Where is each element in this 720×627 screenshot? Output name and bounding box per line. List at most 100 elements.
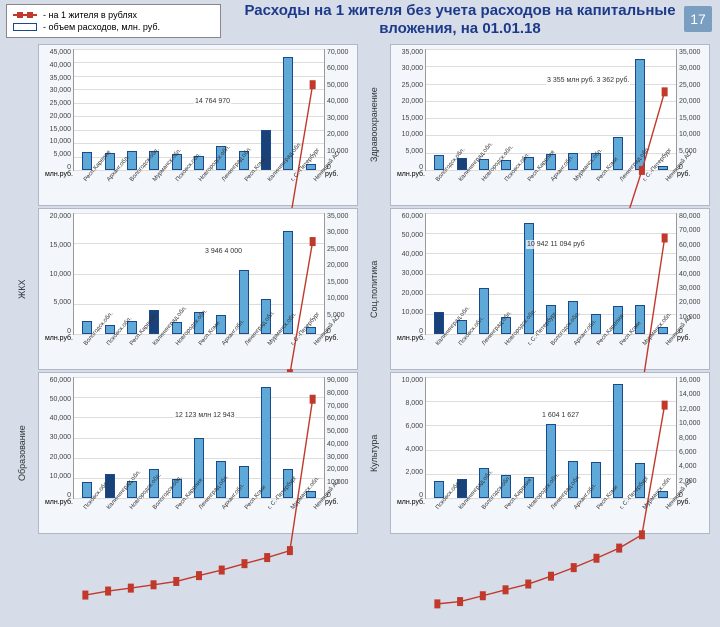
y-tick-right: 70,000 bbox=[327, 49, 348, 56]
y-tick-left: 25,000 bbox=[402, 82, 423, 89]
y-tick-left: 10,000 bbox=[50, 473, 71, 480]
callout: 14 764 970 bbox=[194, 97, 231, 106]
y-tick-right: 10,000 bbox=[679, 420, 700, 427]
y-tick-right: 12,000 bbox=[679, 406, 700, 413]
chart-panel: 60,00050,00040,00030,00020,00010,000010 … bbox=[390, 208, 710, 370]
y-tick-left: 2,000 bbox=[405, 469, 423, 476]
x-labels: Вологодск.обл.Псковск.обл.Респ.КарелияКа… bbox=[73, 335, 325, 367]
y-tick-right: 35,000 bbox=[327, 213, 348, 220]
bar bbox=[613, 384, 623, 498]
y-tick-left: 50,000 bbox=[402, 232, 423, 239]
y-tick-right: 80,000 bbox=[679, 213, 700, 220]
y-tick-left: 50,000 bbox=[50, 396, 71, 403]
y-tick-left: 40,000 bbox=[50, 415, 71, 422]
y-tick-right: 20,000 bbox=[679, 299, 700, 306]
legend-bar-label: - объем расходов, млн. руб. bbox=[43, 22, 160, 32]
y-tick-right: 40,000 bbox=[327, 98, 348, 105]
y-tick-left: 15,000 bbox=[50, 126, 71, 133]
y-tick-left: 30,000 bbox=[402, 270, 423, 277]
y-axis-left: 45,00040,00035,00030,00025,00020,00015,0… bbox=[43, 49, 73, 171]
legend-bar-row: - объем расходов, млн. руб. bbox=[13, 22, 214, 32]
chart-panel: 10,0008,0006,0004,0002,00001 604 1 62716… bbox=[390, 372, 710, 534]
y-tick-right: 60,000 bbox=[679, 242, 700, 249]
y-tick-right: 10,000 bbox=[327, 295, 348, 302]
y-tick-right: 70,000 bbox=[679, 227, 700, 234]
y-tick-left: 10,000 bbox=[402, 131, 423, 138]
y-tick-left: 6,000 bbox=[405, 423, 423, 430]
row-label bbox=[10, 44, 34, 206]
y-tick-left: 30,000 bbox=[50, 434, 71, 441]
row-label: Культура bbox=[362, 372, 386, 534]
y-tick-left: 10,000 bbox=[402, 309, 423, 316]
chart-panel: 45,00040,00035,00030,00025,00020,00015,0… bbox=[38, 44, 358, 206]
y-tick-right: 30,000 bbox=[327, 115, 348, 122]
y-tick-right: 50,000 bbox=[327, 82, 348, 89]
y-tick-left: 4,000 bbox=[405, 446, 423, 453]
chart-panel: 60,00050,00040,00030,00020,00010,000012 … bbox=[38, 372, 358, 534]
axis-caption-left: млн.руб. bbox=[395, 335, 425, 367]
y-tick-right: 30,000 bbox=[327, 454, 348, 461]
y-tick-right: 25,000 bbox=[679, 82, 700, 89]
y-tick-right: 4,000 bbox=[679, 463, 697, 470]
legend-line-label: - на 1 жителя в рублях bbox=[43, 10, 137, 20]
callout: 3 355 млн руб. 3 362 руб. bbox=[546, 76, 630, 85]
x-labels: Респ.КарелияАрханг.обл.Вологодск.обл.Мур… bbox=[73, 171, 325, 203]
y-tick-right: 30,000 bbox=[679, 285, 700, 292]
axis-caption-left: млн.руб. bbox=[395, 171, 425, 203]
y-tick-left: 20,000 bbox=[402, 290, 423, 297]
y-tick-right: 20,000 bbox=[327, 466, 348, 473]
chart-grid: 45,00040,00035,00030,00025,00020,00015,0… bbox=[0, 40, 720, 538]
y-tick-right: 8,000 bbox=[679, 435, 697, 442]
y-tick-right: 14,000 bbox=[679, 391, 700, 398]
x-axis-row: млн.руб.Респ.КарелияАрханг.обл.Вологодск… bbox=[43, 171, 353, 203]
y-tick-right: 35,000 bbox=[679, 49, 700, 56]
y-tick-right: 40,000 bbox=[679, 271, 700, 278]
bar bbox=[261, 387, 271, 498]
y-tick-right: 16,000 bbox=[679, 377, 700, 384]
y-tick-left: 0 bbox=[419, 492, 423, 499]
x-labels: Псковск.обл.Калининград.обл.Вологодск.об… bbox=[425, 499, 677, 531]
y-tick-right: 90,000 bbox=[327, 377, 348, 384]
legend: - на 1 жителя в рублях - объем расходов,… bbox=[6, 4, 221, 38]
y-tick-left: 35,000 bbox=[50, 75, 71, 82]
y-tick-left: 60,000 bbox=[402, 213, 423, 220]
bar bbox=[82, 482, 92, 498]
legend-line-row: - на 1 жителя в рублях bbox=[13, 10, 214, 20]
y-tick-left: 30,000 bbox=[50, 87, 71, 94]
chart-panel: 35,00030,00025,00020,00015,00010,0005,00… bbox=[390, 44, 710, 206]
bar bbox=[434, 481, 444, 498]
x-axis-row: млн.руб.Калининград.обл.Псковск.обл.Лени… bbox=[395, 335, 705, 367]
row-label: Образование bbox=[10, 372, 34, 534]
y-tick-left: 5,000 bbox=[53, 299, 71, 306]
y-tick-right: 25,000 bbox=[327, 246, 348, 253]
bar bbox=[434, 312, 444, 334]
y-tick-right: 15,000 bbox=[679, 115, 700, 122]
y-axis-left: 20,00015,00010,0005,0000 bbox=[43, 213, 73, 335]
y-tick-left: 35,000 bbox=[402, 49, 423, 56]
y-axis-left: 60,00050,00040,00030,00020,00010,0000 bbox=[43, 377, 73, 499]
y-tick-left: 0 bbox=[67, 492, 71, 499]
y-tick-left: 20,000 bbox=[50, 454, 71, 461]
y-tick-left: 0 bbox=[67, 164, 71, 171]
y-tick-left: 30,000 bbox=[402, 65, 423, 72]
legend-line-swatch bbox=[13, 14, 37, 16]
y-tick-right: 30,000 bbox=[327, 229, 348, 236]
bar bbox=[82, 152, 92, 170]
y-tick-right: 70,000 bbox=[327, 403, 348, 410]
y-tick-left: 10,000 bbox=[402, 377, 423, 384]
y-tick-left: 10,000 bbox=[50, 271, 71, 278]
y-tick-right: 20,000 bbox=[679, 98, 700, 105]
y-tick-right: 60,000 bbox=[327, 415, 348, 422]
x-labels: Псковск.обл.Калининград.обл.Новгородск.о… bbox=[73, 499, 325, 531]
chart-panel: 20,00015,00010,0005,00003 946 4 00035,00… bbox=[38, 208, 358, 370]
y-tick-right: 50,000 bbox=[327, 428, 348, 435]
y-tick-left: 0 bbox=[419, 164, 423, 171]
axis-caption-left: млн.руб. bbox=[43, 499, 73, 531]
legend-bar-swatch bbox=[13, 23, 37, 31]
y-tick-right: 6,000 bbox=[679, 449, 697, 456]
axis-caption-left: млн.руб. bbox=[395, 499, 425, 531]
row-label: Соц.политика bbox=[362, 208, 386, 370]
page-number: 17 bbox=[684, 6, 712, 32]
y-tick-right: 10,000 bbox=[679, 131, 700, 138]
row-label: ЖКХ bbox=[10, 208, 34, 370]
